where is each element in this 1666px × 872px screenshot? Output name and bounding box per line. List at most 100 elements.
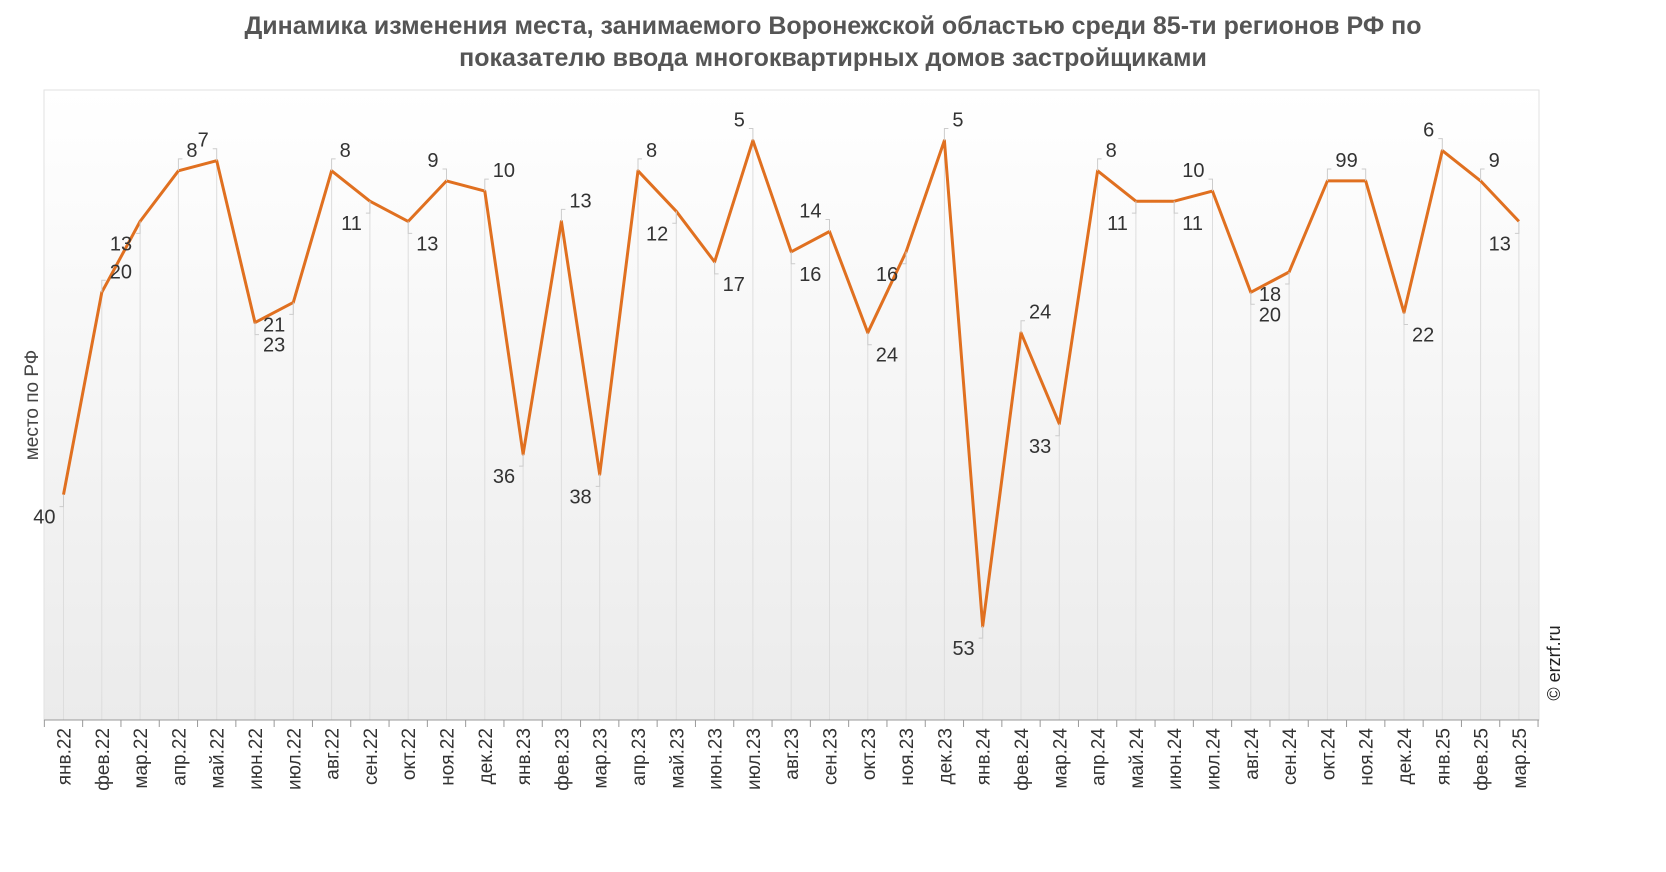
x-tick-label: окт.22: [399, 728, 420, 780]
label-leader: [748, 127, 754, 141]
label-leader: [943, 127, 949, 141]
label-leader: [1250, 292, 1255, 305]
x-tick-label: мар.24: [1050, 728, 1071, 789]
label-leader: [1361, 168, 1367, 181]
label-leader: [867, 332, 872, 346]
label-leader: [59, 494, 64, 508]
data-label: 6: [1423, 120, 1434, 142]
x-tick-label: июл.22: [284, 728, 305, 790]
x-tick-label: фев.22: [93, 728, 114, 791]
x-tick-label: июн.22: [246, 728, 267, 790]
label-leader: [1097, 158, 1102, 171]
x-axis-ticks: [43, 720, 1539, 727]
data-label: 10: [1182, 160, 1204, 182]
data-label: 12: [646, 223, 668, 245]
x-axis-tick-labels: янв.22 фев.22 мар.22 апр.22 май.22 июн.22 июл.…: [55, 728, 1531, 791]
x-tick-label: авг.24: [1242, 728, 1263, 780]
data-label: 8: [646, 140, 657, 162]
data-label: 9: [1335, 150, 1346, 172]
data-label: 17: [723, 274, 745, 296]
label-leader: [407, 221, 413, 234]
label-leader: [331, 158, 336, 171]
chart-title: Динамика изменения места, занимаемого Во…: [0, 10, 1666, 74]
y-axis-label: место по РФ: [22, 350, 43, 461]
data-label: 38: [569, 486, 591, 508]
label-leader: [790, 251, 796, 265]
label-leader: [1326, 168, 1332, 181]
data-label: 33: [1029, 436, 1051, 458]
label-leader: [1055, 423, 1060, 437]
label-leader: [902, 251, 907, 265]
x-tick-label: июл.23: [744, 728, 765, 790]
x-tick-label: сен.23: [821, 728, 842, 785]
label-leader: [595, 474, 601, 487]
label-leader-lines: [59, 127, 1520, 639]
data-label: 21: [263, 314, 285, 336]
x-tick-label: янв.25: [1433, 728, 1454, 785]
label-leader: [212, 148, 218, 161]
data-label: 11: [1182, 213, 1203, 235]
data-label: 11: [1107, 213, 1128, 235]
x-tick-label: июл.24: [1204, 728, 1225, 790]
x-tick-label: дек.24: [1395, 728, 1416, 785]
data-label: 13: [1489, 233, 1511, 255]
label-leader: [714, 261, 719, 275]
label-leader: [1208, 178, 1213, 192]
x-tick-label: сен.22: [361, 728, 382, 785]
label-leader: [1173, 201, 1179, 214]
x-tick-label: дек.23: [935, 728, 956, 784]
x-tick-label: авг.22: [323, 728, 344, 780]
x-tick-label: май.23: [667, 728, 688, 789]
x-tick-label: фев.24: [1012, 728, 1033, 791]
label-leader: [289, 302, 294, 315]
label-leader: [1514, 221, 1520, 234]
label-leader: [1131, 201, 1137, 214]
watermark: © erzrf.ru: [1544, 625, 1564, 700]
data-label: 5: [952, 109, 963, 131]
label-leader: [978, 626, 984, 639]
x-tick-label: ноя.23: [897, 728, 918, 786]
label-leader: [560, 208, 566, 222]
x-tick-label: окт.23: [859, 728, 880, 780]
x-tick-label: апр.24: [1089, 728, 1110, 786]
data-label: 20: [110, 261, 132, 283]
x-tick-label: ноя.22: [438, 728, 459, 786]
label-leader: [442, 168, 447, 181]
data-label: 22: [1412, 324, 1434, 346]
x-tick-label: май.22: [208, 728, 229, 789]
label-leader: [637, 158, 642, 171]
label-leader: [365, 201, 371, 214]
data-label: 8: [1106, 140, 1117, 162]
data-label: 16: [876, 264, 898, 286]
label-leader: [1480, 168, 1485, 181]
data-label: 13: [416, 233, 438, 255]
label-leader: [1020, 320, 1025, 333]
x-tick-label: июн.24: [1165, 728, 1186, 790]
chart-title-line-1: Динамика изменения места, занимаемого Во…: [244, 12, 1422, 40]
data-label: 13: [110, 233, 132, 255]
x-tick-label: фев.23: [552, 728, 573, 791]
label-leader: [1403, 312, 1408, 325]
data-label: 53: [952, 638, 974, 660]
chart-title-line-2: показателю ввода многоквартирных домов з…: [459, 44, 1207, 72]
x-tick-label: авг.23: [782, 728, 803, 780]
x-tick-label: июн.23: [706, 728, 727, 790]
x-tick-label: окт.24: [1318, 728, 1339, 781]
label-leader: [254, 322, 259, 336]
x-tick-label: янв.22: [55, 728, 76, 785]
data-label: 7: [198, 130, 209, 152]
label-leader: [484, 178, 489, 192]
data-label: 40: [33, 507, 55, 529]
x-tick-label: апр.22: [169, 728, 190, 786]
label-leader: [825, 219, 830, 232]
data-label: 36: [493, 466, 515, 488]
data-label: 8: [340, 140, 351, 162]
label-leader: [1438, 138, 1443, 151]
label-leader: [177, 158, 183, 171]
data-label: 5: [734, 109, 745, 131]
x-tick-label: фев.25: [1472, 728, 1493, 791]
label-leader: [1285, 272, 1290, 285]
x-tick-label: мар.23: [591, 728, 612, 789]
